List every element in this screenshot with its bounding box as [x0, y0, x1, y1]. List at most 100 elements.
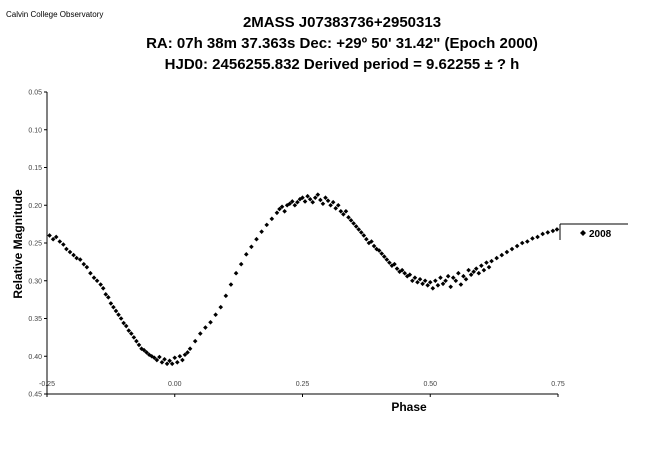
data-point — [379, 251, 385, 256]
x-tick-label: 0.25 — [296, 381, 310, 388]
data-point — [509, 246, 515, 252]
data-point — [353, 224, 359, 229]
data-point — [61, 242, 66, 247]
data-point — [514, 243, 520, 249]
data-point — [374, 246, 379, 252]
data-point — [489, 258, 494, 264]
data-point — [458, 282, 464, 287]
chart-title: 2MASS J07383736+2950313 — [243, 14, 441, 31]
data-point — [376, 248, 382, 253]
data-point — [81, 261, 87, 267]
data-point — [175, 359, 180, 365]
data-point — [297, 196, 303, 202]
data-point — [111, 304, 116, 310]
y-tick-label: 0.30 — [28, 278, 42, 285]
data-point — [177, 353, 183, 359]
data-point — [361, 233, 367, 238]
data-point — [167, 358, 172, 364]
y-axis-ticks: 0.05 0.10 0.15 0.20 0.25 0.30 0.35 0.40 0.45 — [28, 90, 47, 399]
data-point — [550, 228, 556, 234]
x-tick-label: 0.00 — [168, 381, 182, 388]
legend-marker — [580, 230, 586, 236]
data-point — [530, 236, 535, 241]
y-tick-label: 0.10 — [28, 127, 42, 134]
data-point — [198, 331, 203, 336]
data-point — [310, 199, 316, 205]
data-point — [141, 347, 147, 353]
data-point — [351, 221, 356, 226]
data-point — [384, 257, 390, 262]
y-tick-label: 0.40 — [28, 354, 42, 361]
data-point — [57, 239, 63, 244]
y-axis-title: Relative Magnitude — [11, 189, 25, 299]
data-point — [91, 275, 97, 281]
y-tick-label: 0.05 — [28, 90, 42, 97]
data-point — [473, 266, 479, 271]
data-point — [162, 356, 167, 362]
data-point — [348, 218, 354, 223]
data-point — [519, 240, 525, 246]
y-tick-label: 0.15 — [28, 165, 42, 172]
data-point — [64, 246, 69, 252]
data-point — [208, 319, 213, 325]
data-point — [320, 201, 326, 207]
data-point — [440, 281, 446, 287]
y-tick-label: 0.25 — [28, 241, 42, 248]
data-point — [169, 361, 175, 367]
data-point — [535, 234, 540, 240]
chart-subtitle-line2: HJD0: 2456255.832 Derived period = 9.622… — [165, 56, 520, 73]
data-point — [157, 354, 162, 360]
data-point — [328, 202, 333, 208]
data-point — [425, 282, 430, 288]
data-point — [494, 255, 499, 261]
data-point — [338, 208, 344, 214]
data-point — [108, 301, 114, 306]
data-point — [468, 272, 474, 278]
data-point — [387, 260, 392, 265]
data-point — [103, 292, 109, 297]
x-tick-label: -0.25 — [39, 381, 55, 388]
data-point — [228, 282, 234, 287]
data-point — [343, 208, 349, 214]
data-point — [466, 267, 471, 273]
data-point — [333, 205, 339, 211]
data-point — [356, 227, 362, 232]
data-point — [369, 239, 374, 244]
data-point — [315, 192, 321, 197]
data-point — [254, 236, 259, 242]
data-point — [450, 275, 456, 281]
data-point — [277, 206, 282, 212]
legend: 2008 — [559, 223, 628, 240]
data-point — [269, 216, 275, 222]
data-point — [433, 278, 438, 284]
data-point — [98, 282, 103, 287]
data-point — [144, 350, 149, 355]
data-point — [164, 361, 170, 367]
data-point — [461, 273, 466, 279]
data-point — [456, 270, 461, 276]
data-point — [53, 234, 59, 240]
data-point — [407, 272, 413, 278]
data-point — [371, 243, 377, 249]
data-point — [430, 286, 436, 291]
data-point — [453, 278, 459, 284]
data-point — [295, 199, 300, 205]
data-point — [146, 352, 152, 358]
data-point — [182, 352, 188, 358]
data-point — [397, 269, 402, 274]
data-point — [415, 279, 420, 285]
data-point — [307, 196, 313, 202]
data-point — [471, 269, 476, 274]
data-point — [481, 267, 487, 273]
data-point — [463, 276, 469, 282]
data-point — [223, 293, 229, 299]
data-point — [259, 229, 264, 234]
data-point — [116, 312, 121, 318]
data-point — [438, 275, 443, 281]
data-point — [249, 244, 254, 250]
data-point — [180, 357, 185, 363]
data-point — [318, 197, 323, 203]
data-point — [67, 249, 73, 255]
data-point — [402, 270, 407, 276]
data-point — [131, 335, 137, 340]
